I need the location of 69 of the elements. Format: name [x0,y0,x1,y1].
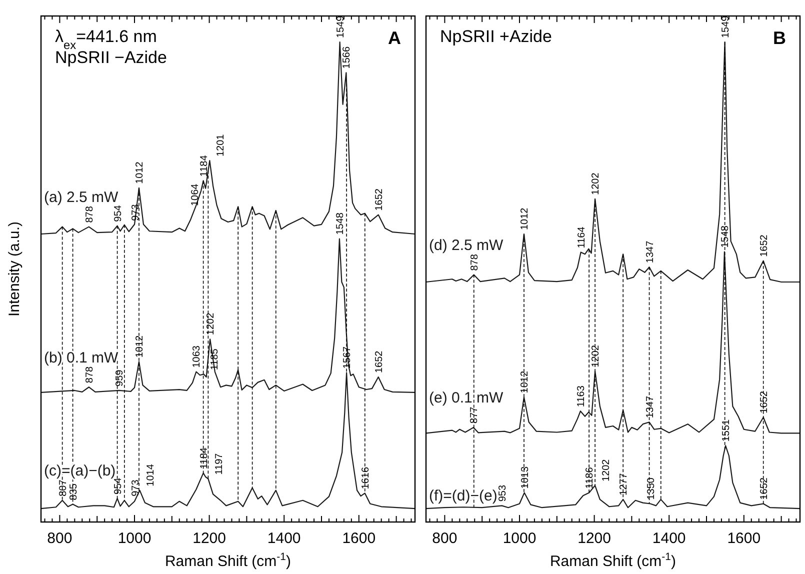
annotation: 1548 [334,212,346,235]
annotation: 1350 [646,477,657,500]
annotation: 1566 [342,46,353,69]
annotation: 1652 [758,477,770,500]
annotation: 1202 [206,312,217,336]
annotation: B [773,28,786,48]
annotation: 1164 [576,226,588,248]
annotation: 1012 [134,334,146,358]
annotation: 1163 [576,385,587,408]
annotation: 1652 [758,390,770,414]
series-label: (b) 0.1 mW [44,349,120,366]
annotation: 1202 [590,344,602,368]
annotation: 1549 [720,15,732,38]
annotation: 953 [497,484,508,502]
annotation: 973 [130,479,142,496]
annotation: 1201 [216,134,227,157]
annotation: 959 [114,369,126,386]
x-tick-label: 800 [47,530,72,547]
annotation: 1014 [146,464,157,486]
annotation: 1347 [644,240,656,264]
annotation: 973 [130,204,142,221]
annotation: 1184 [198,447,210,470]
annotation: 1063 [192,345,203,368]
annotation: 1549 [335,15,346,38]
annotation: 1548 [720,225,731,248]
annotation: A [388,28,401,48]
annotation: 1652 [374,350,385,374]
x-tick-label: 1000 [502,530,536,547]
x-axis-title: Raman Shift (cm$^{-1}$) [550,551,676,570]
annotation: 1012 [519,207,530,230]
annotation: 878 [84,366,96,384]
annotation: 1202 [601,458,612,482]
x-axis-title: Raman Shift (cm$^{-1}$) [164,551,292,570]
annotation: 1013 [520,466,531,489]
annotation: 1184 [198,154,210,177]
annotation: 1012 [134,161,146,184]
annotation: 1616 [360,466,372,490]
annotation: 1012 [519,370,530,394]
series-label: (d) 2.5 mW [429,237,504,254]
annotation: 877 [469,406,480,424]
x-tick-label: 1400 [267,530,301,547]
annotation: 1652 [758,234,770,257]
annotation: 1652 [374,188,385,211]
annotation: 1567 [342,346,354,369]
chart-title: NpSRII +Azide [440,27,552,46]
x-tick-label: 800 [432,530,458,547]
x-tick-label: 1400 [652,530,686,547]
x-tick-label: 1000 [118,530,152,547]
series-label: (e) 0.1 mW [429,390,504,407]
annotation: 1347 [644,395,656,418]
annotation: 1064 [190,183,201,206]
x-tick-label: 1200 [578,530,611,547]
y-axis-title: Intensity (a.u.) [6,221,23,317]
annotation: 878 [469,254,480,271]
x-tick-label: 1200 [192,530,226,547]
annotation: 807 [58,479,69,496]
series-label: (f)=(d)−(e) [429,488,498,505]
annotation: 1277 [618,472,630,496]
annotation: 1202 [590,172,602,195]
annotation: 1197 [214,452,226,475]
annotation: 835 [68,483,80,500]
series-label: (a) 2.5 mW [44,189,120,206]
annotation: 954 [112,477,124,494]
annotation: 878 [84,206,96,223]
annotation: 954 [112,204,124,222]
x-tick-label: 1600 [342,530,376,547]
annotation: 1186 [584,466,596,489]
x-tick-label: 1600 [727,530,761,547]
annotation: 1185 [210,348,221,370]
